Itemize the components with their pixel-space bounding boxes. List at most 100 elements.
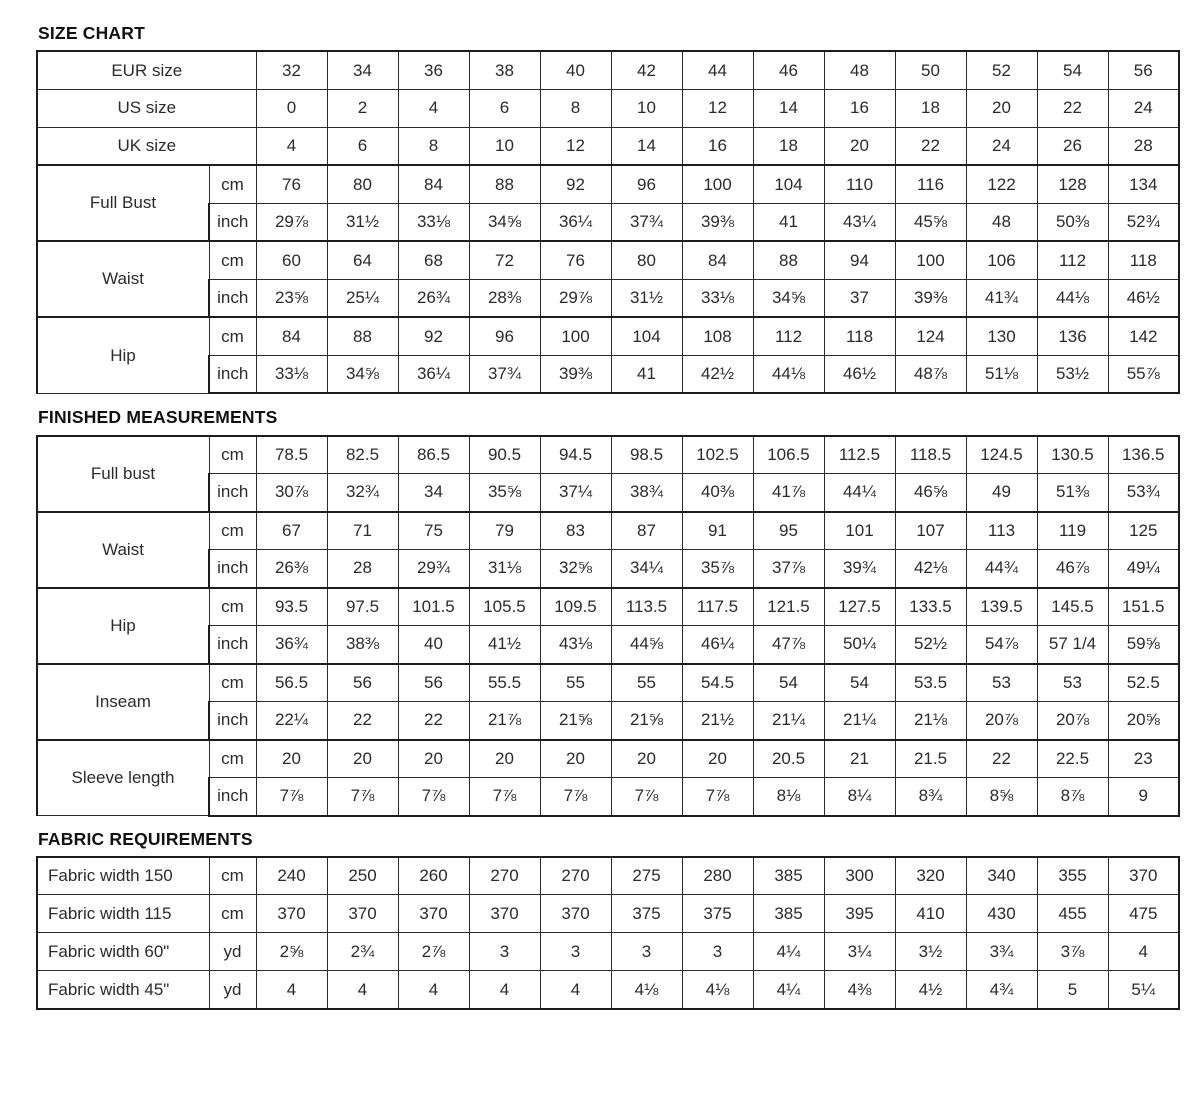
size-value: 10 (610, 88, 683, 128)
unit-label: cm (208, 894, 257, 934)
measure-value: 8⅝ (965, 777, 1038, 817)
size-value: 14 (610, 126, 683, 166)
measure-value: 91 (681, 510, 754, 550)
measure-value: 22 (326, 701, 399, 740)
fabric-value: 3 (681, 932, 754, 972)
fabric-value: 430 (965, 894, 1038, 934)
measure-value: 79 (468, 510, 541, 550)
measure-value: 9 (1107, 777, 1180, 817)
measure-value: 55 (539, 662, 612, 702)
measure-value: 107 (894, 510, 967, 550)
unit-label: yd (208, 970, 257, 1010)
measure-value: 87 (610, 510, 683, 550)
size-value: 48 (823, 50, 896, 90)
measure-value: 53.5 (894, 662, 967, 702)
measure-value: 21½ (681, 701, 754, 740)
fabric-value: 370 (326, 894, 399, 934)
size-value: 28 (1107, 126, 1181, 166)
size-value: 10 (468, 126, 541, 166)
measure-value: 31⅛ (468, 549, 541, 588)
table-row: Waist cm 60 64 68 72 76 80 84 88 94 100 106 112 118 (36, 240, 1181, 318)
fabric-value: 370 (539, 894, 612, 934)
fabric-value: 410 (894, 894, 967, 934)
table-row: EUR size 32 34 36 38 40 42 44 46 48 50 52 54 56 (35, 50, 1181, 90)
measure-value: 133.5 (894, 586, 967, 626)
unit-label-inch: inch (208, 701, 257, 740)
measure-value: 97.5 (326, 586, 399, 626)
size-value: 6 (326, 126, 399, 166)
measure-value: 34¼ (610, 549, 683, 588)
row-label-fabric-width: Fabric width 115 (36, 894, 210, 934)
fabric-value: 370 (1107, 855, 1180, 896)
row-label-hip: Hip (36, 586, 210, 664)
measure-value: 32¾ (326, 473, 399, 512)
measure-value: 38⅜ (326, 625, 399, 664)
measure-value: 76 (255, 164, 328, 204)
size-value: 52 (965, 50, 1038, 90)
measure-value: 8¾ (894, 777, 967, 817)
measure-value: 84 (681, 240, 754, 280)
fabric-value: 4 (255, 970, 328, 1010)
unit-label-cm: cm (208, 316, 257, 356)
measure-value: 20 (539, 738, 612, 778)
measure-value: 84 (397, 164, 470, 204)
table-row: inch 23⅝ 25¼ 26¾ 28⅜ 29⅞ 31½ 33⅛ 34⅝ 37 39⅜ 41¾ 44⅛ 4… (37, 278, 1181, 318)
fabric-value: 370 (468, 894, 541, 934)
measure-value: 118 (1107, 240, 1181, 280)
fabric-value: 2⅞ (397, 932, 470, 972)
measure-value: 46½ (1107, 278, 1181, 318)
size-value: 8 (539, 88, 612, 128)
measure-value: 75 (397, 510, 470, 550)
measure-value: 94.5 (539, 434, 612, 474)
table-row: Full bust cm 78.5 82.5 86.5 90.5 94.5 98.5 102.5… (36, 434, 1180, 512)
measure-value: 22 (397, 701, 470, 740)
fabric-value: 385 (752, 894, 825, 934)
measure-value: 112 (752, 316, 825, 356)
measure-value: 57 1/4 (1036, 625, 1109, 664)
measure-value: 98.5 (610, 434, 683, 474)
measure-value: 101 (823, 510, 896, 550)
fabric-value: 4 (468, 970, 541, 1010)
measure-value: 52.5 (1107, 662, 1180, 702)
measure-value: 44¼ (823, 473, 896, 512)
size-value: 34 (326, 50, 399, 90)
measure-value: 54 (752, 662, 825, 702)
size-value: 8 (397, 126, 470, 166)
measure-value: 20⅝ (1107, 701, 1180, 740)
measure-value: 30⅞ (255, 473, 328, 512)
size-value: 12 (681, 88, 754, 128)
fabric-value: 3¼ (823, 932, 896, 972)
measure-value: 67 (255, 510, 328, 550)
measure-value: 20 (397, 738, 470, 778)
measure-value: 112.5 (823, 434, 896, 474)
measure-value: 136.5 (1107, 434, 1180, 474)
measure-value: 124 (894, 316, 967, 356)
row-label-uk-size: UK size (35, 126, 257, 166)
measure-value: 96 (610, 164, 683, 204)
fabric-value: 370 (397, 894, 470, 934)
unit-label-inch: inch (208, 549, 257, 588)
row-label-fabric-width: Fabric width 60" (36, 932, 210, 972)
fabric-value: 5 (1036, 970, 1109, 1010)
measure-value: 127.5 (823, 586, 896, 626)
measure-value: 86.5 (397, 434, 470, 474)
size-value: 22 (894, 126, 967, 166)
fabric-value: 4½ (894, 970, 967, 1010)
measure-value: 28 (326, 549, 399, 588)
measure-value: 21¼ (823, 701, 896, 740)
measure-value: 7⅞ (326, 777, 399, 817)
measure-value: 35⅞ (681, 549, 754, 588)
measure-value: 20 (610, 738, 683, 778)
row-label-fabric-width: Fabric width 150 (36, 855, 210, 896)
measure-value: 48 (965, 202, 1038, 242)
measure-value: 41½ (468, 625, 541, 664)
measure-value: 51⅜ (1036, 473, 1109, 512)
measure-value: 29⅞ (255, 202, 328, 242)
measure-value: 21.5 (894, 738, 967, 778)
measure-value: 21¼ (752, 701, 825, 740)
fabric-value: 3 (539, 932, 612, 972)
measure-value: 21⅝ (610, 701, 683, 740)
fabric-value: 240 (255, 855, 328, 896)
measure-value: 21⅞ (468, 701, 541, 740)
